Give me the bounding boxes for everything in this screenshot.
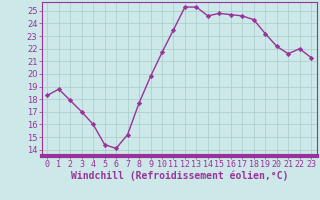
X-axis label: Windchill (Refroidissement éolien,°C): Windchill (Refroidissement éolien,°C) [70, 171, 288, 181]
